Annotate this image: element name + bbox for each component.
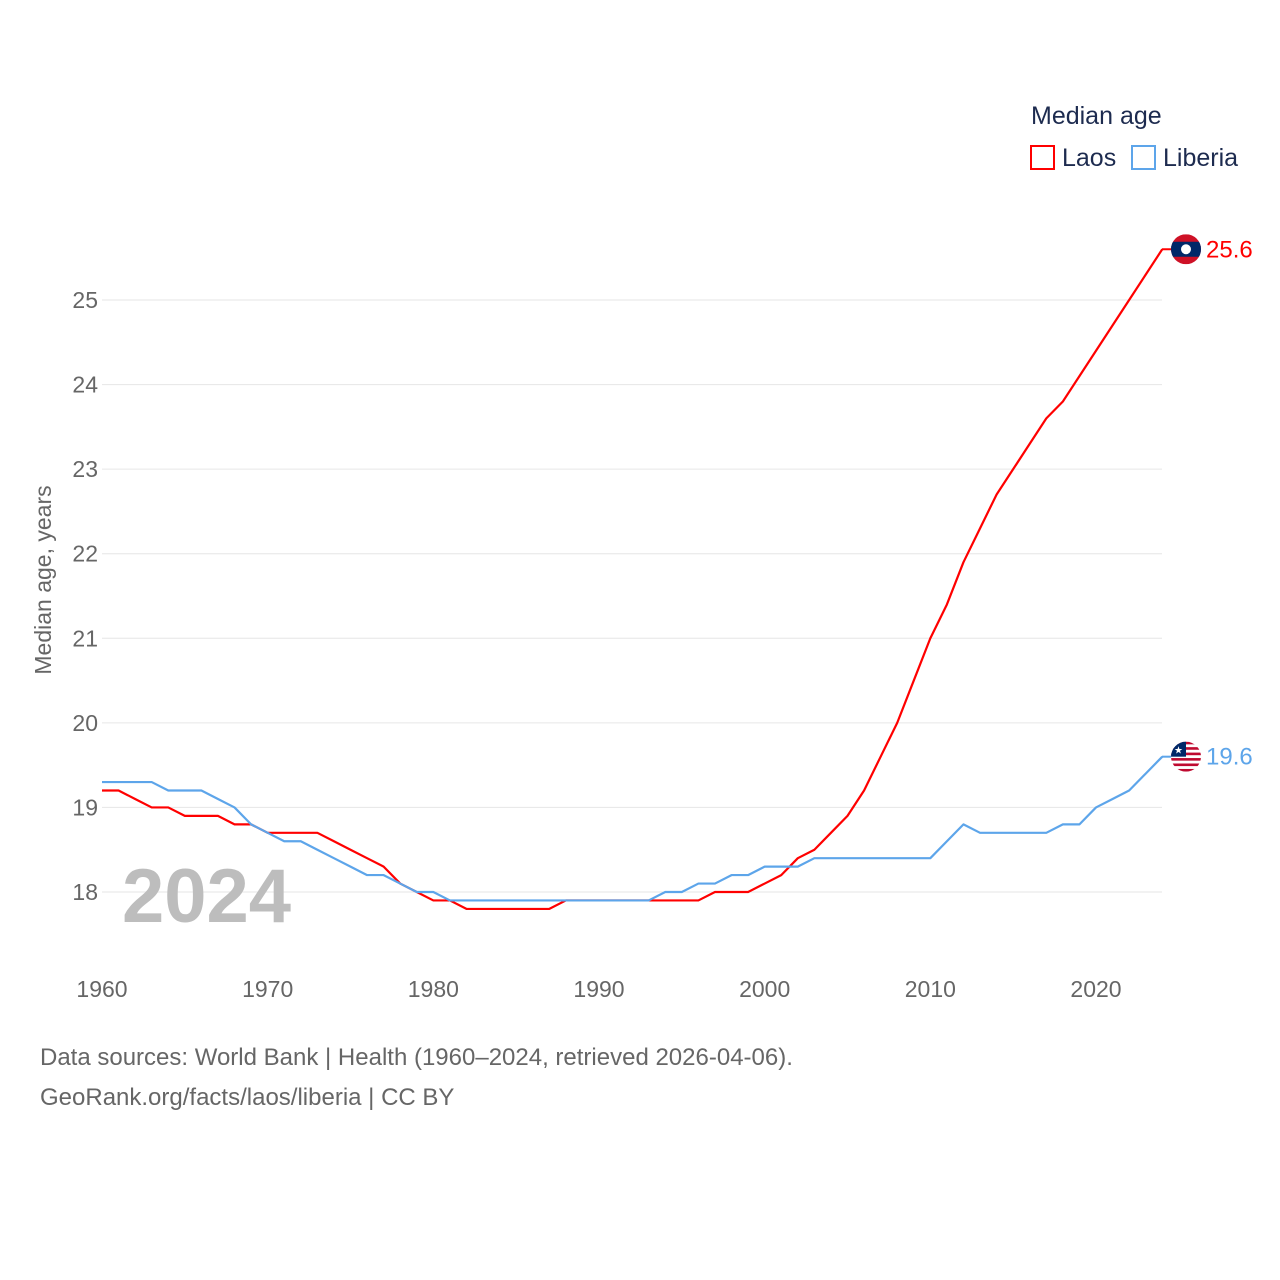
flag-stripe bbox=[1171, 760, 1201, 764]
flag-star: ★ bbox=[1174, 746, 1183, 757]
legend-title: Median age bbox=[1031, 102, 1162, 130]
data-source-text: Data sources: World Bank | Health (1960–… bbox=[40, 1044, 793, 1071]
watermark-year: 2024 bbox=[122, 854, 291, 939]
y-tick-label: 21 bbox=[72, 625, 98, 651]
y-tick-label: 18 bbox=[72, 879, 98, 905]
flag-laos-icon bbox=[1171, 234, 1201, 265]
x-tick-label: 1960 bbox=[76, 976, 127, 1002]
x-tick-label: 1980 bbox=[408, 976, 459, 1002]
x-tick-label: 2020 bbox=[1070, 976, 1121, 1002]
y-tick-label: 22 bbox=[72, 541, 98, 567]
x-tick-label: 2000 bbox=[739, 976, 790, 1002]
flag-liberia-icon: ★ bbox=[1171, 741, 1201, 772]
legend-swatch-laos bbox=[1030, 145, 1055, 170]
flag-body bbox=[1171, 234, 1201, 265]
x-tick-label: 1970 bbox=[242, 976, 293, 1002]
end-value-label: 25.6 bbox=[1206, 236, 1253, 263]
series-line-laos bbox=[102, 248, 1164, 911]
legend-label-laos: Laos bbox=[1062, 144, 1116, 172]
source-url-text[interactable]: GeoRank.org/facts/laos/liberia | CC BY bbox=[40, 1084, 455, 1111]
legend-swatch-liberia bbox=[1131, 145, 1156, 170]
legend-label-liberia: Liberia bbox=[1163, 144, 1238, 172]
y-tick-label: 23 bbox=[72, 456, 98, 482]
flag-stripe bbox=[1171, 766, 1201, 769]
flag-stripe bbox=[1171, 758, 1201, 761]
series-line-liberia bbox=[102, 755, 1164, 902]
flag-stripe bbox=[1171, 763, 1201, 767]
end-value-label: 19.6 bbox=[1206, 744, 1253, 771]
y-axis-label: Median age, years bbox=[30, 485, 56, 674]
x-tick-label: 2010 bbox=[905, 976, 956, 1002]
y-tick-label: 20 bbox=[72, 710, 98, 736]
flag-moon bbox=[1181, 244, 1191, 255]
flag-stripe bbox=[1171, 768, 1201, 772]
y-tick-label: 25 bbox=[72, 287, 98, 313]
y-tick-label: 19 bbox=[72, 794, 98, 820]
x-tick-label: 1990 bbox=[573, 976, 624, 1002]
flag-body: ★ bbox=[1171, 741, 1201, 772]
y-tick-label: 24 bbox=[72, 372, 98, 398]
